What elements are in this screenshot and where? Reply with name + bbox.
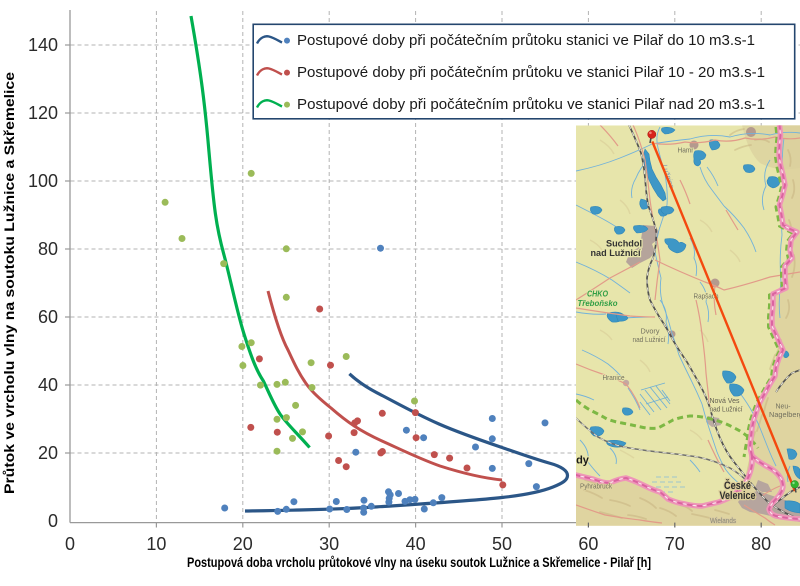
svg-text:80: 80 bbox=[38, 239, 58, 259]
svg-text:Velenice: Velenice bbox=[720, 490, 756, 502]
svg-text:Průtok ve vrcholu vlny na sout: Průtok ve vrcholu vlny na soutoku Lužnic… bbox=[2, 71, 17, 494]
svg-text:10: 10 bbox=[146, 534, 166, 554]
svg-text:Nová Ves: Nová Ves bbox=[710, 396, 740, 405]
svg-text:20: 20 bbox=[233, 534, 253, 554]
svg-text:Pyhrabruck: Pyhrabruck bbox=[580, 482, 612, 491]
svg-text:CHKO: CHKO bbox=[587, 289, 608, 299]
svg-text:140: 140 bbox=[28, 35, 58, 55]
svg-text:Hamr: Hamr bbox=[678, 146, 694, 155]
svg-text:České: České bbox=[724, 479, 751, 492]
svg-text:Postupová doba vrcholu průtoko: Postupová doba vrcholu průtokové vlny na… bbox=[187, 555, 651, 570]
svg-text:100: 100 bbox=[28, 171, 58, 191]
svg-text:120: 120 bbox=[28, 103, 58, 123]
svg-text:Postupové doby při počátečním: Postupové doby při počátečním průtoku ve… bbox=[297, 65, 765, 81]
svg-text:60: 60 bbox=[578, 534, 598, 554]
svg-text:Nagelberg: Nagelberg bbox=[769, 410, 800, 419]
svg-text:0: 0 bbox=[65, 534, 75, 554]
svg-text:80: 80 bbox=[751, 534, 771, 554]
svg-text:20: 20 bbox=[38, 443, 58, 463]
svg-text:Hranice: Hranice bbox=[603, 373, 625, 382]
svg-text:Třeboňsko: Třeboňsko bbox=[578, 298, 618, 308]
svg-text:Postupové doby při počátečním: Postupové doby při počátečním průtoku ve… bbox=[297, 97, 765, 113]
svg-text:Suchdol: Suchdol bbox=[606, 239, 642, 250]
svg-text:nad Lužnicí: nad Lužnicí bbox=[710, 405, 744, 414]
svg-text:Neu-: Neu- bbox=[776, 402, 791, 411]
svg-text:Dvory: Dvory bbox=[641, 327, 660, 336]
svg-text:50: 50 bbox=[492, 534, 512, 554]
svg-text:dy: dy bbox=[576, 455, 590, 467]
svg-text:0: 0 bbox=[48, 511, 58, 531]
svg-text:nad Lužnicí: nad Lužnicí bbox=[591, 248, 641, 259]
svg-text:70: 70 bbox=[665, 534, 685, 554]
svg-text:30: 30 bbox=[319, 534, 339, 554]
svg-text:Wielands: Wielands bbox=[710, 516, 736, 525]
svg-text:40: 40 bbox=[38, 375, 58, 395]
svg-text:40: 40 bbox=[406, 534, 426, 554]
svg-text:60: 60 bbox=[38, 307, 58, 327]
svg-text:Rapšach: Rapšach bbox=[694, 292, 719, 301]
svg-text:Postupové doby při počátečním: Postupové doby při počátečním průtoku st… bbox=[297, 33, 755, 49]
svg-text:nad Lužnicí: nad Lužnicí bbox=[633, 335, 667, 344]
